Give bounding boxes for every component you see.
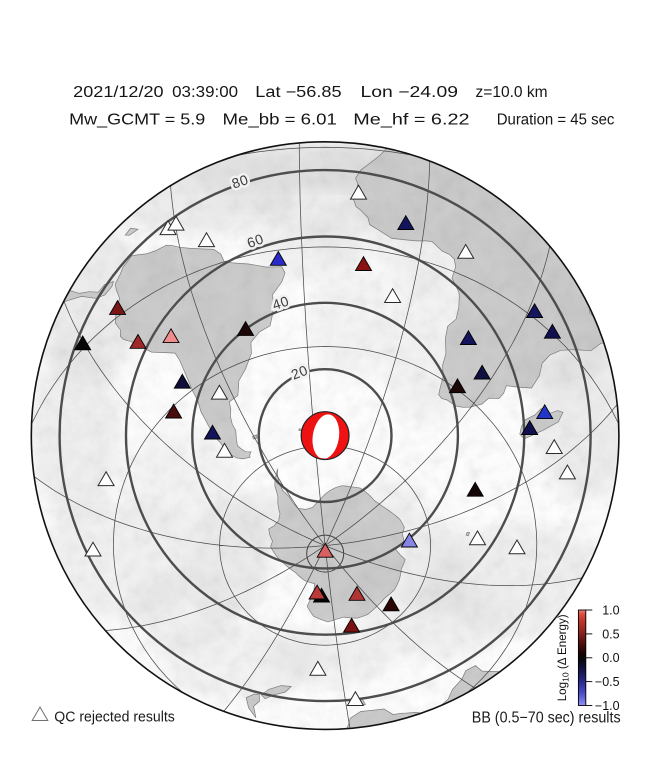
svg-text:−1.0: −1.0 [595, 699, 620, 713]
svg-text:z=10.0 km: z=10.0 km [476, 84, 548, 101]
svg-text:Log10 (Δ Energy): Log10 (Δ Energy) [556, 614, 570, 701]
svg-text:0.0: 0.0 [602, 651, 619, 665]
svg-text:−0.5: −0.5 [595, 675, 620, 689]
svg-text:03:39:00: 03:39:00 [172, 84, 238, 101]
svg-text:Lon −24.09: Lon −24.09 [361, 84, 459, 101]
svg-text:BB (0.5−70 sec) results: BB (0.5−70 sec) results [472, 710, 621, 727]
svg-text:Lat −56.85: Lat −56.85 [255, 84, 341, 101]
svg-text:0.5: 0.5 [602, 627, 619, 641]
svg-text:Me_bb = 6.01: Me_bb = 6.01 [223, 112, 337, 129]
svg-text:Duration = 45 sec: Duration = 45 sec [497, 112, 615, 129]
svg-text:2021/12/20: 2021/12/20 [73, 84, 164, 101]
svg-text:1.0: 1.0 [602, 603, 619, 617]
svg-text:Me_hf = 6.22: Me_hf = 6.22 [353, 112, 469, 129]
svg-text:QC rejected results: QC rejected results [54, 708, 175, 725]
svg-text:Mw_GCMT = 5.9: Mw_GCMT = 5.9 [69, 112, 205, 129]
